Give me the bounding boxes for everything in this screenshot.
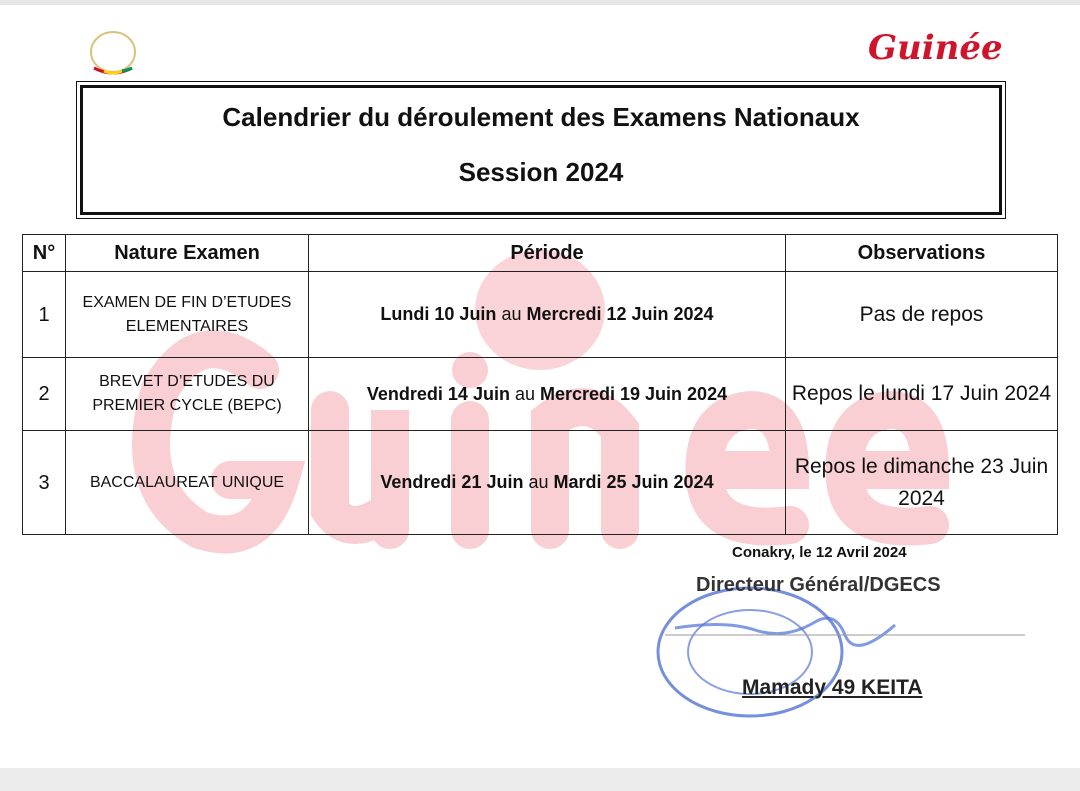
cell-period: Vendredi 14 Juin au Mercredi 19 Juin 202… [308, 357, 786, 431]
place-date: Conakry, le 12 Avril 2024 [732, 544, 907, 561]
table-row: 3 BACCALAUREAT UNIQUE Vendredi 21 Juin a… [22, 430, 1058, 535]
cell-number: 3 [22, 430, 66, 535]
top-bar [0, 0, 1080, 5]
bottom-bar [0, 768, 1080, 791]
signatory-name: Mamady 49 KEITA [742, 676, 923, 699]
col-number: N° [22, 234, 66, 272]
signature-icon [665, 616, 1025, 647]
cell-number: 1 [22, 271, 66, 358]
exam-calendar-table: N° Nature Examen Période Observations 1 … [22, 234, 1058, 535]
signatory-role: Directeur Général/DGECS [696, 574, 941, 596]
table-row: 1 EXAMEN DE FIN D’ETUDES ELEMENTAIRES Lu… [22, 271, 1058, 358]
period-start: Vendredi 21 Juin [380, 472, 524, 492]
col-period: Période [308, 234, 786, 272]
cell-observation: Pas de repos [785, 271, 1058, 358]
col-nature: Nature Examen [65, 234, 309, 272]
cell-period: Vendredi 21 Juin au Mardi 25 Juin 2024 [308, 430, 786, 535]
period-sep: au [509, 383, 540, 404]
cell-number: 2 [22, 357, 66, 431]
cell-nature: BACCALAUREAT UNIQUE [65, 430, 309, 535]
period-end: Mercredi 12 Juin 2024 [526, 304, 714, 324]
cell-nature: BREVET D’ETUDES DU PREMIER CYCLE (BEPC) [65, 357, 309, 431]
period-sep: au [496, 304, 527, 324]
table-row: 2 BREVET D’ETUDES DU PREMIER CYCLE (BEPC… [22, 357, 1058, 431]
coat-of-arms-icon [90, 31, 136, 75]
cell-period: Lundi 10 Juin au Mercredi 12 Juin 2024 [308, 271, 786, 358]
period-end: Mardi 25 Juin 2024 [553, 472, 714, 492]
title-box: Calendrier du déroulement des Examens Na… [76, 81, 1006, 219]
period-start: Lundi 10 Juin [380, 304, 497, 324]
col-observations: Observations [785, 234, 1058, 272]
cell-nature: EXAMEN DE FIN D’ETUDES ELEMENTAIRES [65, 271, 309, 358]
period-end: Mercredi 19 Juin 2024 [539, 383, 728, 404]
cell-observation: Repos le dimanche 23 Juin 2024 [785, 430, 1058, 535]
table-header: N° Nature Examen Période Observations [22, 234, 1058, 272]
official-stamp-icon [656, 586, 844, 718]
guinee-logo: Guinée [868, 28, 1003, 68]
page-title: Calendrier du déroulement des Examens Na… [222, 102, 860, 132]
period-sep: au [523, 472, 554, 492]
cell-observation: Repos le lundi 17 Juin 2024 [785, 357, 1058, 431]
period-start: Vendredi 14 Juin [366, 383, 510, 404]
page-subtitle: Session 2024 [458, 157, 624, 188]
